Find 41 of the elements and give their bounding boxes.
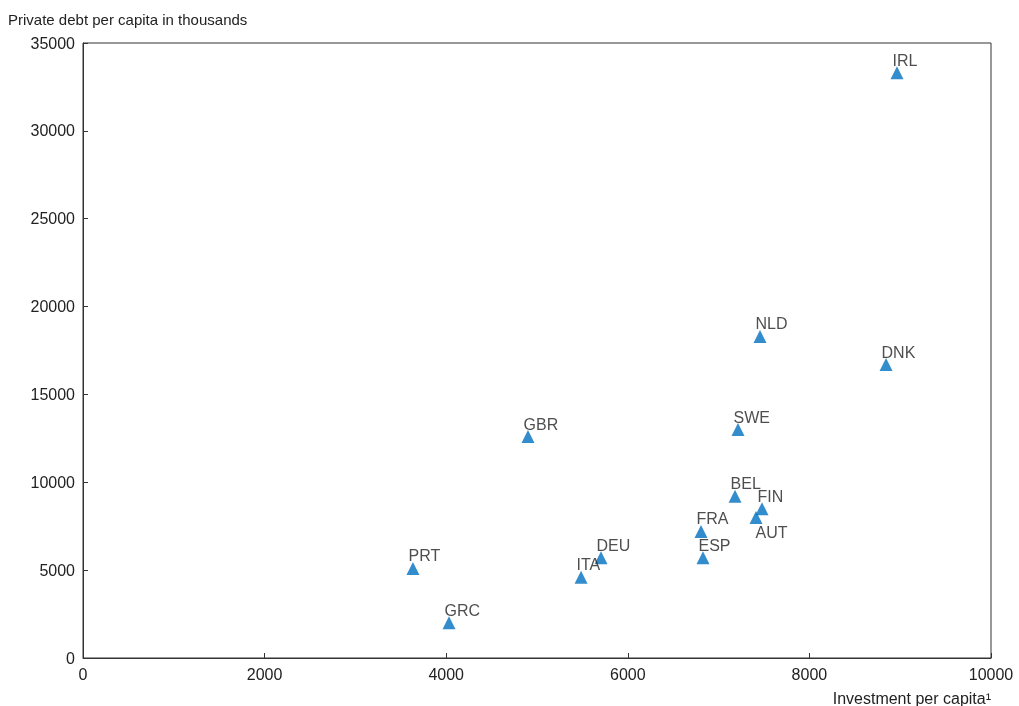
data-label: AUT [755, 524, 788, 542]
data-label: SWE [733, 408, 770, 426]
y-tick-label: 5000 [39, 561, 76, 579]
data-label: DNK [881, 343, 916, 361]
point [749, 510, 763, 524]
point [442, 616, 456, 630]
point [694, 524, 708, 538]
data-label: ESP [698, 536, 731, 554]
y-axis-title: Private debt per capita in thousands [8, 11, 248, 28]
y-tick-label: 30000 [30, 122, 76, 140]
point [879, 358, 893, 372]
data-label: FIN [757, 487, 784, 505]
y-tick-label: 35000 [30, 34, 76, 52]
data-label: IRL [892, 51, 918, 69]
x-axis-title: Investment per capita¹ [832, 689, 991, 706]
data-label: DEU [596, 536, 631, 554]
point [755, 502, 769, 516]
point [521, 430, 535, 444]
y-tick-label: 0 [66, 649, 76, 667]
point [574, 570, 588, 584]
point [731, 423, 745, 437]
data-label: NLD [755, 315, 788, 333]
point [753, 329, 767, 343]
x-tick-label: 2000 [246, 665, 283, 683]
x-tick-label: 6000 [610, 665, 646, 683]
data-label: PRT [408, 547, 441, 565]
x-tick-label: 10000 [968, 665, 1014, 683]
x-tick-label: 0 [78, 665, 88, 683]
data-label: FRA [696, 510, 729, 528]
data-label: ITA [576, 556, 601, 574]
x-tick-label: 4000 [428, 665, 465, 683]
y-tick-label: 20000 [30, 298, 76, 316]
y-tick-label: 25000 [30, 210, 76, 228]
y-tick-label: 10000 [30, 473, 76, 491]
point [890, 66, 904, 80]
data-label: GRC [444, 601, 481, 619]
point [406, 561, 420, 575]
x-tick-label: 8000 [791, 665, 828, 683]
data-label: GBR [523, 415, 559, 433]
point [696, 551, 710, 565]
y-tick-label: 15000 [30, 385, 76, 403]
